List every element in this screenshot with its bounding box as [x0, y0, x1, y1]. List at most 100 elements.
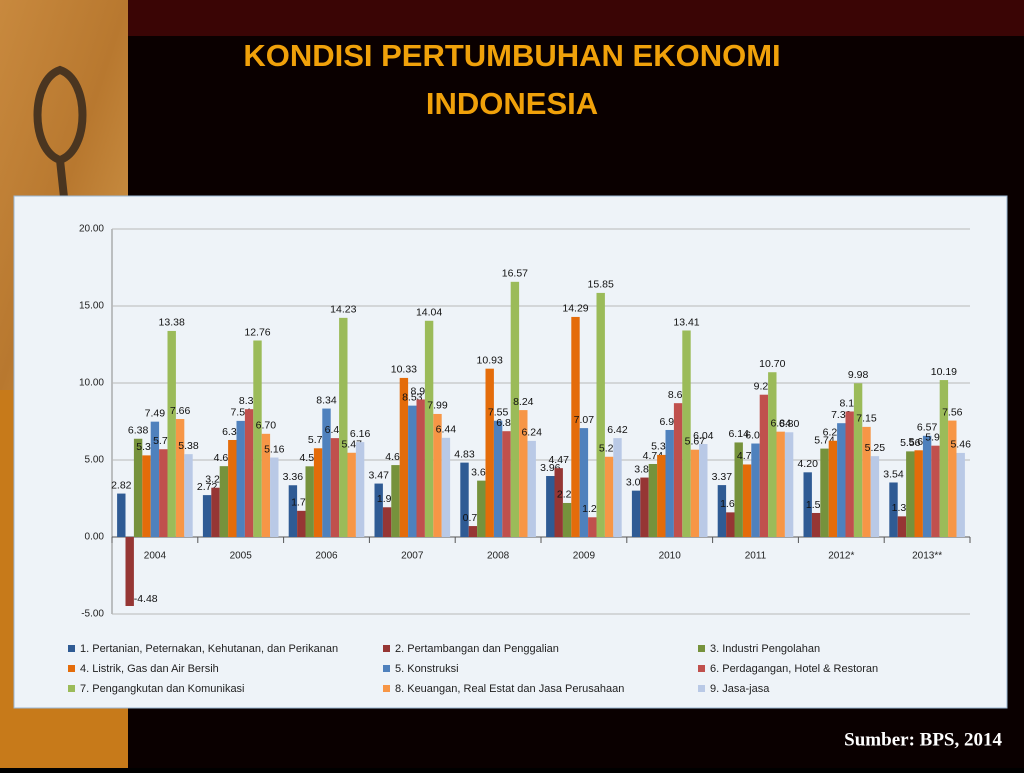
value-label: 10.33: [391, 364, 417, 376]
value-label: 13.38: [159, 317, 185, 329]
legend-label: 8. Keuangan, Real Estat dan Jasa Perusah…: [395, 683, 624, 695]
bar: [604, 456, 614, 537]
top-band: [0, 0, 1024, 36]
value-label: 3.54: [883, 468, 904, 480]
y-tick-label: -5.00: [81, 609, 104, 620]
value-label: 14.23: [330, 304, 356, 316]
value-label: 14.04: [416, 307, 442, 319]
bar: [305, 466, 314, 537]
value-label: 14.29: [562, 303, 588, 315]
value-label: 4.20: [797, 458, 818, 470]
source: Sumber: BPS, 2014: [844, 729, 1002, 750]
bar: [853, 383, 863, 537]
value-label: 8.34: [316, 394, 337, 406]
x-tick-label: 2013**: [912, 551, 942, 562]
bar: [931, 445, 940, 537]
bar: [768, 372, 777, 537]
legend-swatch: [698, 685, 705, 692]
bar: [175, 419, 185, 537]
x-tick-label: 2010: [659, 551, 682, 562]
legend-swatch: [383, 645, 390, 652]
bar: [288, 485, 298, 537]
value-label: 15.85: [588, 279, 614, 291]
value-label: 12.76: [244, 326, 270, 338]
value-label: 7.99: [427, 400, 448, 412]
bar: [914, 450, 923, 537]
bar: [956, 452, 965, 537]
legend-label: 9. Jasa-jasa: [710, 683, 770, 695]
bar: [244, 409, 254, 537]
value-label: 3.36: [283, 471, 304, 483]
value-label: 16.57: [502, 268, 528, 280]
bar: [270, 457, 279, 537]
legend-swatch: [68, 645, 75, 652]
bar: [870, 456, 880, 537]
y-tick-label: 5.00: [85, 455, 105, 466]
bar: [648, 464, 658, 537]
value-label: 5.38: [178, 440, 199, 452]
bar: [527, 440, 536, 537]
bar: [133, 438, 143, 537]
legend-label: 3. Industri Pengolahan: [710, 643, 820, 655]
bar: [897, 516, 907, 537]
bar: [673, 403, 683, 537]
bar: [142, 455, 151, 537]
bar: [820, 448, 829, 537]
legend-swatch: [68, 665, 75, 672]
bar: [322, 408, 331, 537]
bar: [485, 368, 494, 537]
bar: [219, 466, 229, 537]
value-label: 7.66: [170, 405, 191, 417]
legend-label: 6. Perdagangan, Hotel & Restoran: [710, 663, 878, 675]
bar: [922, 435, 932, 537]
value-label: -4.48: [134, 593, 158, 605]
value-label: 6.80: [779, 418, 800, 430]
x-tick-label: 2005: [230, 551, 253, 562]
value-label: 7.07: [574, 414, 595, 426]
legend-swatch: [68, 685, 75, 692]
bar: [554, 468, 563, 537]
value-label: 6.44: [436, 424, 457, 436]
value-label: 10.19: [931, 366, 957, 378]
y-tick-label: 0.00: [85, 532, 105, 543]
y-tick-label: 20.00: [79, 224, 104, 235]
bar: [519, 410, 528, 537]
bar: [828, 440, 838, 537]
value-label: 6.24: [521, 427, 542, 439]
x-tick-label: 2008: [487, 551, 510, 562]
x-tick-label: 2007: [401, 551, 424, 562]
legend-label: 1. Pertanian, Peternakan, Kehutanan, dan…: [80, 643, 338, 655]
bar: [546, 476, 555, 537]
bar: [613, 438, 622, 537]
value-label: 6.42: [607, 424, 628, 436]
bar: [742, 464, 752, 537]
value-label: 3.47: [368, 469, 389, 481]
bar: [811, 512, 821, 537]
bar: [751, 443, 760, 537]
bar: [339, 317, 348, 537]
bar: [253, 340, 262, 537]
bar: [167, 330, 176, 537]
bar: [159, 449, 168, 537]
bar: [640, 477, 649, 537]
bar: [734, 442, 743, 537]
bar: [228, 439, 237, 537]
bar: [330, 438, 340, 537]
value-label: 13.41: [673, 316, 699, 328]
value-label: 8.24: [513, 396, 534, 408]
bar: [374, 483, 383, 537]
bar: [433, 413, 442, 537]
bar: [776, 431, 785, 537]
bar: [355, 442, 365, 537]
bar: [682, 330, 691, 537]
bar: [939, 380, 949, 537]
legend-label: 5. Konstruksi: [395, 663, 459, 675]
x-tick-label: 2011: [745, 551, 767, 562]
legend-label: 2. Pertambangan dan Penggalian: [395, 643, 559, 655]
value-label: 3.37: [712, 471, 733, 483]
value-label: 4.83: [454, 448, 475, 460]
bar: [726, 512, 735, 537]
value-label: 6.70: [256, 420, 277, 432]
value-label: 6.38: [128, 425, 149, 437]
